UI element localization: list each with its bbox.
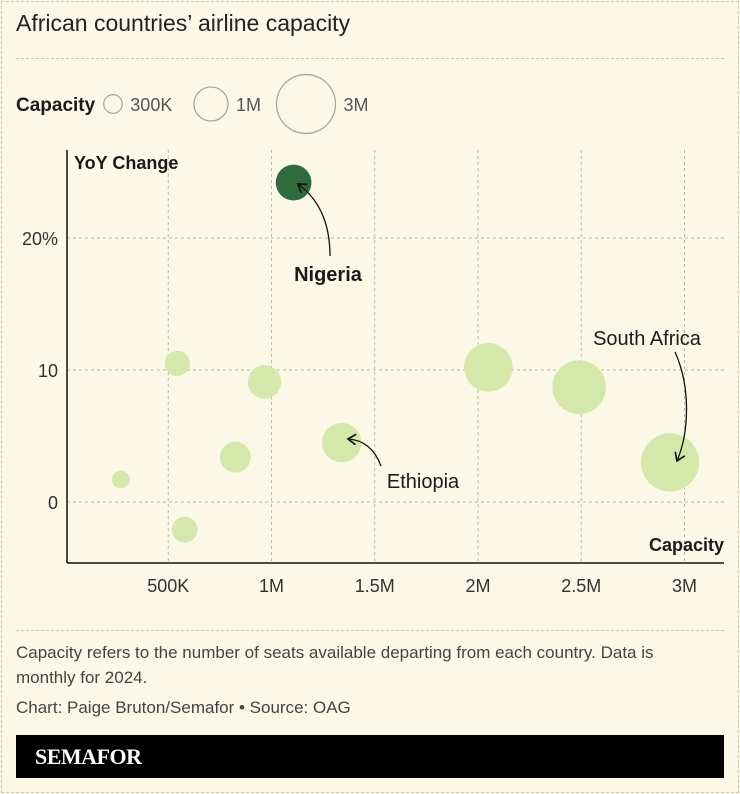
x-tick-label: 1M bbox=[259, 576, 284, 596]
size-legend-label: 1M bbox=[236, 95, 261, 115]
size-legend-circle bbox=[103, 94, 123, 114]
y-axis-label: YoY Change bbox=[74, 153, 178, 173]
size-legend-label: 3M bbox=[343, 95, 368, 115]
logo-text: SEMAFOR bbox=[35, 744, 142, 769]
x-tick-label: 1.5M bbox=[355, 576, 395, 596]
chart-title: African countries’ airline capacity bbox=[16, 10, 351, 36]
annotation-label-nigeria: Nigeria bbox=[294, 264, 363, 286]
semafor-logo: SEMAFOR bbox=[16, 735, 724, 778]
annotation-arrow-ethiopia bbox=[346, 433, 382, 467]
chart-note: Capacity refers to the number of seats a… bbox=[16, 643, 654, 687]
size-legend-title: Capacity bbox=[16, 95, 96, 116]
size-legend-circle bbox=[275, 73, 337, 135]
x-tick-label: 500K bbox=[147, 576, 189, 596]
annotation-label-south-africa: South Africa bbox=[593, 328, 702, 350]
data-point bbox=[552, 360, 607, 414]
data-point bbox=[164, 350, 190, 376]
scatter-chart: Capacity 300K 1M 3M 500K 1M 1.5M 2M 2.5M 3M 0 10 20%… bbox=[16, 73, 724, 596]
data-point-south-africa bbox=[640, 433, 700, 492]
data-point-nigeria bbox=[275, 164, 312, 201]
chart-credit: Chart: Paige Bruton/Semafor • Source: OA… bbox=[16, 698, 351, 717]
annotation-arrow-nigeria bbox=[296, 183, 331, 257]
divider bbox=[16, 630, 724, 631]
data-point bbox=[219, 441, 251, 473]
data-point bbox=[171, 516, 198, 543]
divider bbox=[16, 58, 724, 59]
x-tick-label: 3M bbox=[672, 576, 697, 596]
annotation-label-ethiopia: Ethiopia bbox=[387, 471, 460, 493]
size-legend-label: 300K bbox=[130, 95, 172, 115]
y-tick-label: 0 bbox=[48, 493, 58, 513]
data-point bbox=[247, 365, 282, 399]
x-axis-label: Capacity bbox=[649, 535, 724, 555]
data-point bbox=[111, 470, 130, 489]
x-tick-label: 2.5M bbox=[561, 576, 601, 596]
y-tick-label: 10 bbox=[38, 361, 58, 381]
x-tick-label: 2M bbox=[465, 576, 490, 596]
y-tick-label: 20% bbox=[22, 229, 58, 249]
size-legend-circle bbox=[193, 86, 229, 122]
annotation-arrow-south-africa bbox=[674, 351, 688, 463]
data-point bbox=[463, 343, 513, 392]
data-point-ethiopia bbox=[322, 422, 362, 463]
